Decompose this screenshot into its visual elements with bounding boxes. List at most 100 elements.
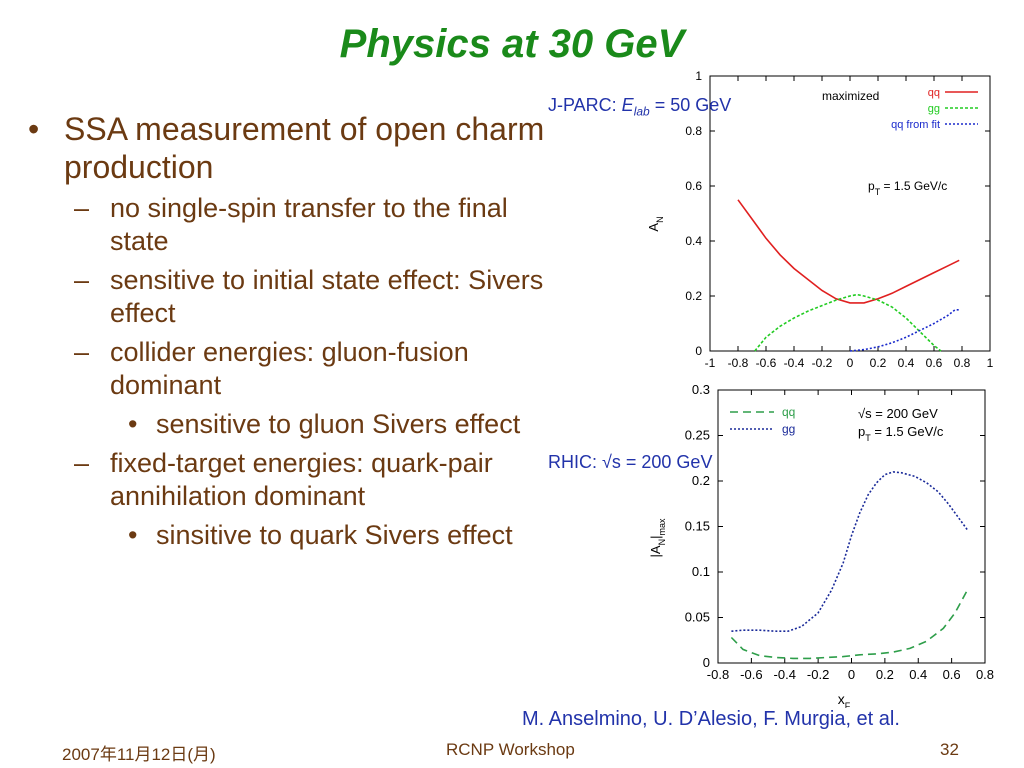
footer-page: 32 — [940, 740, 959, 759]
y-tick-label: 0.25 — [685, 428, 710, 443]
x-tick-label: 0.4 — [909, 667, 927, 682]
callout-jparc-energy: = 50 GeV — [649, 95, 732, 115]
y-tick-label: 0.8 — [685, 124, 702, 138]
bullet-level3: • sinsitive to quark Sivers effect — [28, 519, 558, 552]
annotation-pt-part: p — [868, 179, 875, 193]
y-tick-label: 0.2 — [692, 473, 710, 488]
bullet-text: SSA measurement of open charm production — [64, 111, 545, 185]
x-tick-label: -0.2 — [812, 356, 833, 370]
y-axis-label-part: |A — [648, 545, 663, 557]
y-tick-label: 0.4 — [685, 234, 702, 248]
y-tick-label: 1 — [695, 69, 702, 83]
footer-date: 2007年11月12日(月) — [62, 745, 216, 764]
legend-label: qq — [782, 405, 795, 419]
annotation-pt-part: T — [875, 187, 881, 197]
x-axis-label: xF — [838, 691, 851, 708]
y-axis-label: AN — [646, 216, 665, 231]
x-tick-label: 0 — [847, 356, 854, 370]
series-line-qq — [730, 588, 970, 660]
y-tick-label: 0 — [695, 344, 702, 358]
bullet-text: fixed-target energies: quark-pair annihi… — [110, 448, 493, 511]
callout-jparc-e: E — [621, 95, 634, 115]
x-tick-label: 1 — [987, 356, 994, 370]
y-tick-label: 0.1 — [692, 564, 710, 579]
y-tick-label: 0.2 — [685, 289, 702, 303]
legend-title: maximized — [822, 89, 879, 103]
annotation-pt: pT = 1.5 GeV/c — [858, 424, 944, 443]
y-tick-label: 0.3 — [692, 382, 710, 397]
bullet-level2: – collider energies: gluon-fusion dominan… — [28, 336, 558, 402]
bullet-marker: • — [128, 409, 138, 439]
x-tick-label: 0.8 — [954, 356, 971, 370]
x-tick-label: -1 — [705, 356, 716, 370]
x-tick-label: 0.2 — [870, 356, 887, 370]
x-axis-label-part: F — [845, 701, 851, 708]
slide-title: Physics at 30 GeV — [339, 22, 685, 66]
legend-label: gg — [928, 103, 940, 115]
bullet-marker: – — [74, 337, 90, 367]
y-axis-label: |AN|max — [648, 518, 667, 557]
annotation-pt-part: p — [858, 424, 865, 439]
annotation-pt: pT = 1.5 GeV/c — [868, 179, 947, 197]
callout-rhic: RHIC: √s = 200 GeV — [548, 452, 713, 472]
plot-frame — [717, 389, 986, 664]
series-line-gg — [754, 293, 942, 352]
legend-label: qq — [928, 87, 940, 99]
series-line-qq-from-fit — [849, 309, 960, 352]
bullet-level2: – fixed-target energies: quark-pair annih… — [28, 447, 558, 513]
annotation-pt-part: T — [865, 433, 871, 443]
x-tick-label: -0.8 — [707, 667, 729, 682]
x-axis-label-part: x — [838, 691, 845, 707]
x-tick-label: 0.4 — [898, 356, 915, 370]
x-tick-label: -0.6 — [740, 667, 762, 682]
bullet-level3: • sensitive to gluon Sivers effect — [28, 408, 558, 441]
bullet-text: sinsitive to quark Sivers effect — [156, 520, 513, 550]
bullet-text: sensitive to initial state effect: Siver… — [110, 265, 544, 328]
annotation-pt-part: = 1.5 GeV/c — [880, 179, 947, 193]
x-tick-label: -0.2 — [807, 667, 829, 682]
citation: M. Anselmino, U. D’Alesio, F. Murgia, et… — [522, 708, 900, 730]
x-tick-label: -0.6 — [756, 356, 777, 370]
x-tick-label: 0.8 — [976, 667, 994, 682]
x-tick-label: -0.8 — [728, 356, 749, 370]
x-tick-label: -0.4 — [784, 356, 805, 370]
callout-jparc-label: J-PARC: — [548, 95, 622, 115]
x-tick-label: 0 — [848, 667, 855, 682]
x-tick-label: 0.6 — [926, 356, 943, 370]
x-tick-label: -0.4 — [774, 667, 796, 682]
plot-frame — [709, 75, 991, 352]
annotation-pt-part: = 1.5 GeV/c — [871, 424, 944, 439]
y-axis-label-part: N — [657, 539, 667, 546]
y-tick-label: 0.15 — [685, 519, 710, 534]
bullet-marker: • — [28, 111, 40, 147]
y-tick-label: 0.05 — [685, 610, 710, 625]
x-tick-label: 0.2 — [876, 667, 894, 682]
bullet-list: • SSA measurement of open charm productio… — [28, 110, 558, 558]
bullet-level2: – sensitive to initial state effect: Sive… — [28, 264, 558, 330]
bullet-marker: • — [128, 520, 138, 550]
x-tick-label: 0.6 — [943, 667, 961, 682]
chart-rhic: -0.8 -0.6 -0.4 -0.2 0 0.2 0.4 0.6 0.8 0 0.05 0.1 0.1… — [648, 382, 994, 708]
bullet-marker: – — [74, 265, 90, 295]
y-axis-label-part: | — [648, 536, 663, 539]
bullet-marker: – — [74, 193, 90, 223]
series-line-qq — [737, 199, 960, 304]
bullet-level1: • SSA measurement of open charm productio… — [28, 110, 558, 186]
legend-label: gg — [782, 422, 795, 436]
legend-label: qq from fit — [891, 119, 940, 131]
y-tick-label: 0.6 — [685, 179, 702, 193]
series-line-gg — [731, 471, 969, 632]
callout-jparc-sub: lab — [633, 104, 650, 119]
bullet-text: sensitive to gluon Sivers effect — [156, 409, 521, 439]
chart-jparc: -1 -0.8 -0.6 -0.4 -0.2 0 0.2 0.4 0.6 0.8 1 0 0.2 0.4 0… — [646, 69, 994, 370]
footer-event: RCNP Workshop — [446, 740, 575, 759]
y-tick-label: 0 — [703, 655, 710, 670]
bullet-text: collider energies: gluon-fusion dominant — [110, 337, 469, 400]
y-axis-label-part: max — [657, 518, 667, 536]
bullet-level2: – no single-spin transfer to the final st… — [28, 192, 558, 258]
callout-jparc: J-PARC: Elab = 50 GeV — [548, 95, 731, 119]
bullet-text: no single-spin transfer to the final sta… — [110, 193, 508, 256]
y-axis-label-part: N — [655, 216, 665, 223]
y-axis-label-part: A — [646, 223, 661, 232]
annotation-sqrt-s: √s = 200 GeV — [858, 406, 938, 421]
